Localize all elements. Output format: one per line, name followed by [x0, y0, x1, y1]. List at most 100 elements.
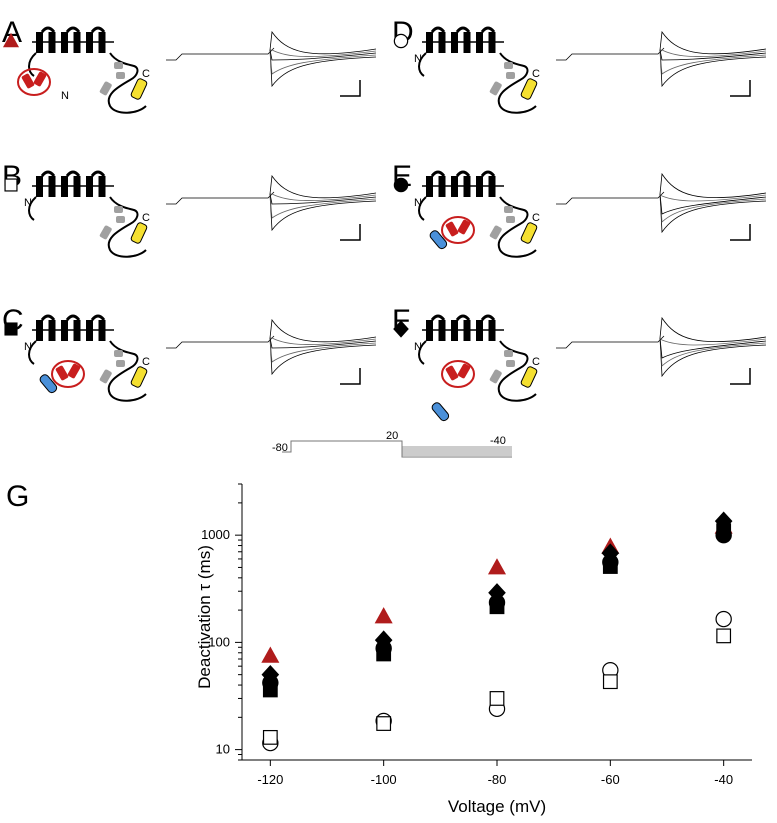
trace-tail — [659, 49, 767, 88]
c-linker-helix — [116, 72, 125, 79]
extracellular-loop — [40, 170, 106, 177]
n-terminus-label: N — [61, 90, 69, 102]
panel-a: ANC — [2, 16, 377, 114]
cnbhd-helix — [520, 222, 538, 244]
scale-bar — [340, 224, 361, 241]
current-traces — [556, 316, 767, 385]
transmembrane-segment — [86, 32, 93, 53]
pas-domain — [441, 360, 475, 388]
data-point — [716, 628, 732, 644]
cap-helix — [429, 230, 448, 250]
c-linker-helix — [99, 225, 112, 240]
c-linker-helix — [489, 369, 502, 384]
n-terminus-label: N — [414, 197, 422, 209]
trace-tail — [659, 337, 767, 346]
pas-loop — [441, 360, 475, 388]
trace-tail — [270, 193, 377, 201]
transmembrane-segment — [488, 320, 496, 341]
trace-tail — [659, 49, 767, 75]
data-point — [376, 646, 392, 662]
transmembrane-segment — [451, 320, 458, 341]
cnbhd-helix — [130, 366, 148, 388]
data-point — [261, 646, 280, 663]
c-linker — [497, 196, 537, 258]
c-linker — [497, 340, 537, 402]
scale-bar — [730, 224, 751, 241]
panel-f: FNC — [392, 304, 767, 422]
pas-helix — [67, 363, 81, 379]
panel-b: BNC — [2, 160, 377, 258]
transmembrane-segment — [438, 320, 446, 341]
extracellular-loop — [430, 26, 496, 33]
trace-activation — [166, 191, 275, 205]
transmembrane-segment — [36, 176, 43, 197]
chart-marks — [261, 511, 733, 752]
c-linker-helix — [99, 81, 112, 96]
transmembrane-segment — [488, 176, 496, 197]
data-point — [262, 729, 278, 745]
y-tick-label: 1000 — [201, 527, 230, 542]
trace-tail — [659, 337, 767, 378]
extracellular-loop — [40, 314, 106, 321]
pas-domain — [51, 360, 85, 388]
data-point — [489, 691, 505, 706]
trace-tail — [659, 30, 767, 55]
pas-loop — [51, 360, 85, 388]
current-traces — [166, 30, 377, 97]
c-linker-helix — [116, 360, 125, 367]
pas-helix — [33, 71, 47, 87]
cap-helix — [431, 402, 450, 422]
y-axis-label: Deactivation τ (ms) — [195, 545, 214, 689]
data-point — [716, 523, 732, 539]
x-tick-label: -60 — [601, 772, 620, 787]
c-linker-helix — [489, 81, 502, 96]
scale-bar — [340, 368, 361, 385]
x-tick-label: -80 — [488, 772, 507, 787]
diamond-symbol-icon — [393, 320, 409, 338]
trace-activation — [556, 191, 665, 205]
c-terminus-label: C — [142, 68, 150, 80]
transmembrane-segment — [73, 32, 81, 53]
transmembrane-segment — [426, 176, 433, 197]
n-terminus-label: N — [414, 53, 422, 65]
trace-tail — [269, 174, 377, 199]
pas-helix — [457, 363, 471, 379]
pas-loop — [441, 216, 475, 244]
square-symbol-icon — [4, 178, 18, 192]
trace-activation — [166, 47, 275, 61]
protocol-test-label: -40 — [490, 435, 506, 447]
channel-schematic — [28, 314, 148, 402]
trace-tail — [270, 49, 377, 57]
transmembrane-segment — [61, 176, 68, 197]
data-point — [376, 716, 392, 731]
n-terminal-linker — [28, 196, 37, 221]
voltage-protocol: -80 20 -40 — [272, 430, 512, 458]
trace-tail — [269, 49, 377, 61]
square-symbol-icon — [4, 322, 18, 336]
transmembrane-segment — [98, 32, 106, 53]
cap-helix — [39, 374, 58, 394]
trace-tail — [659, 337, 767, 359]
transmembrane-segment — [36, 32, 43, 53]
transmembrane-segment — [488, 32, 496, 53]
trace-tail — [659, 193, 767, 202]
c-linker — [107, 196, 147, 258]
trace-tail — [269, 30, 377, 55]
channel-schematic — [418, 314, 538, 422]
data-point — [715, 610, 732, 628]
c-linker-helix — [504, 206, 513, 213]
n-terminus-label: N — [414, 341, 422, 353]
pas-helix — [457, 219, 471, 235]
pas-helix — [445, 365, 459, 381]
scale-bar — [730, 80, 751, 97]
trace-tail — [659, 172, 767, 199]
y-tick-label: 100 — [208, 634, 230, 649]
c-linker-helix — [116, 216, 125, 223]
channel-schematic — [17, 26, 148, 114]
c-linker — [497, 52, 537, 114]
chart-axes: -120 -100 -80 -60 -40 10 100 1000 — [201, 483, 752, 787]
trace-tail — [660, 49, 767, 57]
protocol-steps — [402, 446, 512, 456]
transmembrane-segment — [61, 320, 68, 341]
